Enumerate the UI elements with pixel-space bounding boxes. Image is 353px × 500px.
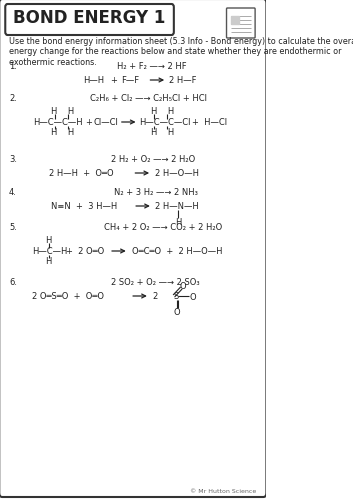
Text: 6.: 6. bbox=[9, 278, 17, 287]
Text: H: H bbox=[175, 218, 182, 227]
Text: +  2 O═O: + 2 O═O bbox=[66, 247, 104, 256]
Text: +: + bbox=[85, 118, 92, 127]
Text: H    H: H H bbox=[51, 107, 74, 116]
Text: © Mr Hutton Science: © Mr Hutton Science bbox=[190, 489, 256, 494]
FancyBboxPatch shape bbox=[5, 4, 174, 35]
Text: 2 H—F: 2 H—F bbox=[169, 76, 197, 85]
Text: H₂ + F₂ —→ 2 HF: H₂ + F₂ —→ 2 HF bbox=[116, 62, 186, 71]
Text: 3.: 3. bbox=[9, 155, 17, 164]
Text: 2 O═S═O  +  O═O: 2 O═S═O + O═O bbox=[32, 292, 104, 301]
Text: 2: 2 bbox=[152, 292, 157, 301]
FancyBboxPatch shape bbox=[0, 0, 267, 497]
Text: H—C—C—Cl: H—C—C—Cl bbox=[139, 118, 191, 127]
Text: 2 H—N—H: 2 H—N—H bbox=[155, 202, 199, 211]
Text: F—F: F—F bbox=[121, 76, 139, 85]
Text: 2 H—O—H: 2 H—O—H bbox=[155, 169, 199, 178]
Text: O: O bbox=[190, 293, 196, 302]
Text: H: H bbox=[45, 257, 52, 266]
Text: H    H: H H bbox=[51, 128, 74, 137]
Text: O═C═O  +  2 H—O—H: O═C═O + 2 H—O—H bbox=[132, 247, 222, 256]
Text: +: + bbox=[110, 76, 118, 85]
Text: H—C—H: H—C—H bbox=[32, 247, 68, 256]
Text: BOND ENERGY 1: BOND ENERGY 1 bbox=[13, 9, 166, 27]
Text: 2 SO₂ + O₂ —→ 2 SO₃: 2 SO₂ + O₂ —→ 2 SO₃ bbox=[112, 278, 200, 287]
Text: 2 H—H  +  O═O: 2 H—H + O═O bbox=[49, 169, 114, 178]
Text: 2.: 2. bbox=[9, 94, 17, 103]
Text: Use the bond energy information sheet (5.3 Info - Bond energy) to calculate the : Use the bond energy information sheet (5… bbox=[9, 37, 353, 67]
Text: 5.: 5. bbox=[9, 223, 17, 232]
Text: H    H: H H bbox=[150, 128, 174, 137]
Text: S: S bbox=[174, 292, 179, 301]
Text: CH₄ + 2 O₂ —→ CO₂ + 2 H₂O: CH₄ + 2 O₂ —→ CO₂ + 2 H₂O bbox=[104, 223, 222, 232]
Text: H—C—C—H: H—C—C—H bbox=[33, 118, 83, 127]
Text: N₂ + 3 H₂ —→ 2 NH₃: N₂ + 3 H₂ —→ 2 NH₃ bbox=[114, 188, 198, 197]
Text: O: O bbox=[179, 282, 186, 291]
Text: H—H: H—H bbox=[83, 76, 104, 85]
Text: +  H—Cl: + H—Cl bbox=[192, 118, 227, 127]
Text: O: O bbox=[174, 308, 180, 317]
FancyBboxPatch shape bbox=[227, 8, 255, 38]
Text: C₂H₆ + Cl₂ —→ C₂H₅Cl + HCl: C₂H₆ + Cl₂ —→ C₂H₅Cl + HCl bbox=[90, 94, 207, 103]
Text: H    H: H H bbox=[150, 107, 174, 116]
Text: N≡N  +  3 H—H: N≡N + 3 H—H bbox=[51, 202, 118, 211]
Text: Cl—Cl: Cl—Cl bbox=[93, 118, 118, 127]
Text: 2 H₂ + O₂ —→ 2 H₂O: 2 H₂ + O₂ —→ 2 H₂O bbox=[112, 155, 196, 164]
Bar bbox=[231, 16, 239, 24]
Text: H: H bbox=[45, 236, 52, 245]
Text: 4.: 4. bbox=[9, 188, 17, 197]
Text: 1.: 1. bbox=[9, 62, 17, 71]
